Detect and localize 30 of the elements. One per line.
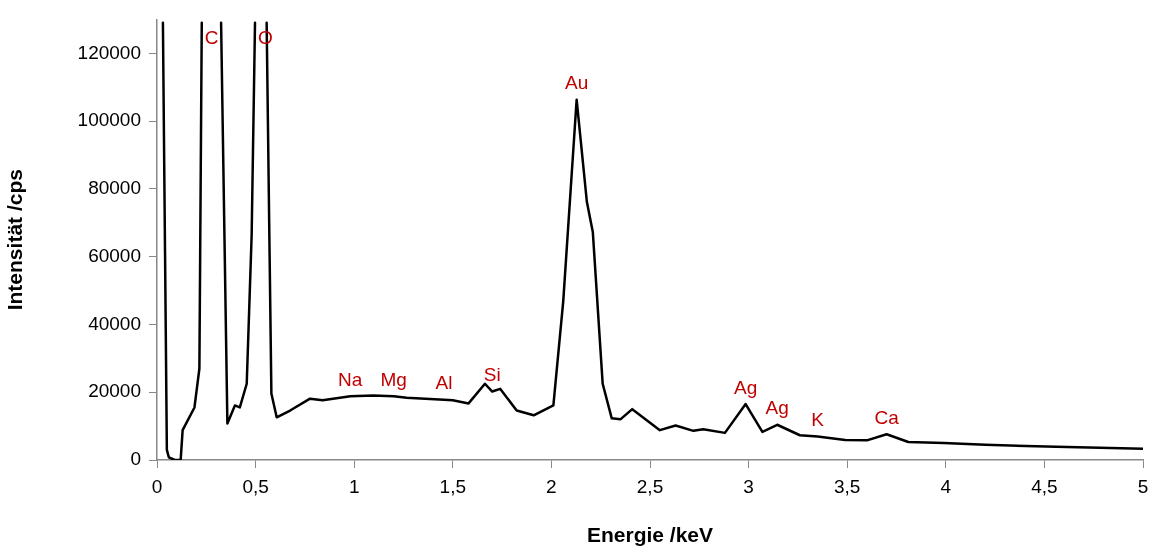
annotation: Na — [338, 369, 363, 391]
x-tick-label: 0 — [151, 475, 163, 497]
x-tick-label: 4 — [940, 475, 952, 497]
y-tick-label: 60000 — [88, 244, 141, 266]
x-tick-label: 2 — [546, 475, 557, 497]
y-tick-label: 120000 — [77, 41, 141, 63]
y-axis-title: Intensität /cps — [3, 169, 27, 311]
x-axis-title: Energie /keV — [586, 523, 714, 547]
annotation: Au — [565, 72, 589, 94]
x-tick-label: 4,5 — [1031, 475, 1058, 497]
annotation: C — [204, 26, 219, 48]
x-tick-label: 3,5 — [833, 475, 861, 497]
annotation: Si — [483, 364, 501, 386]
annotation: Mg — [380, 369, 407, 391]
x-tick-label: 1,5 — [439, 475, 467, 497]
x-tick-label: 1 — [348, 475, 360, 497]
annotation: K — [811, 409, 825, 431]
y-tick-label: 100000 — [77, 109, 141, 131]
y-tick-label: 20000 — [88, 380, 141, 402]
x-tick-label: 5 — [1137, 475, 1149, 497]
x-tick-label: 0,5 — [242, 475, 269, 497]
y-tick-label: 80000 — [88, 177, 141, 199]
x-tick-label: 2,5 — [636, 475, 664, 497]
y-tick-label: 40000 — [88, 312, 141, 334]
annotation: Ca — [874, 406, 900, 428]
annotation: Al — [435, 372, 453, 394]
annotation: Ag — [734, 376, 758, 398]
y-tick-label: 0 — [130, 448, 141, 470]
x-tick-label: 3 — [743, 475, 754, 497]
annotation: Ag — [765, 397, 789, 419]
